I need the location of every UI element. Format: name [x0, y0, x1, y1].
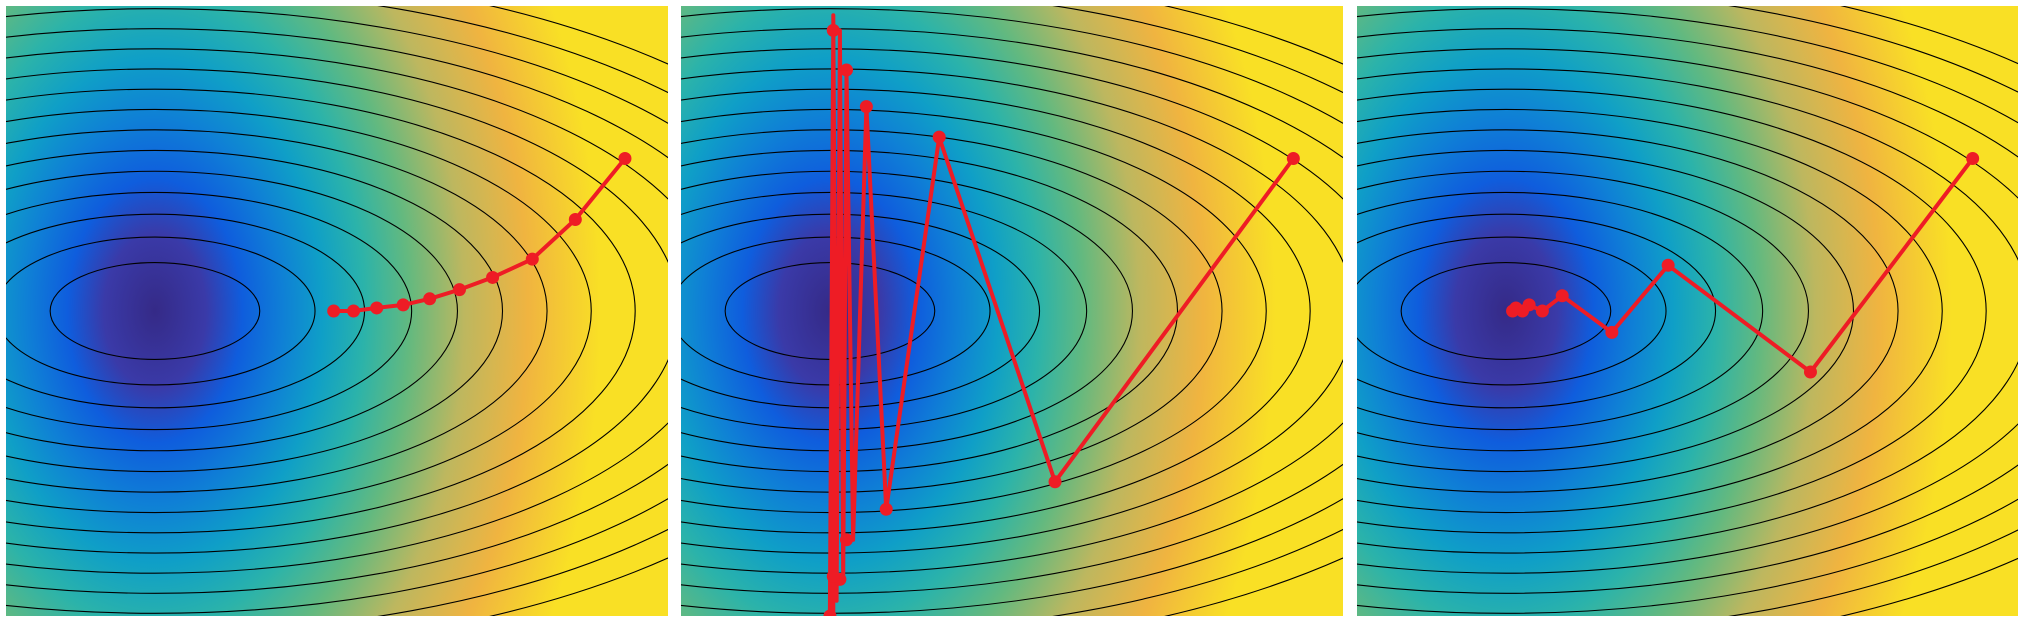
path-point-1-2 [932, 130, 946, 144]
path-point-1-5 [840, 533, 853, 547]
optimizer-path-0 [331, 156, 627, 313]
path-point-1-9 [823, 609, 837, 616]
heatmap-background-2 [1357, 6, 2018, 616]
path-point-1-10 [826, 569, 840, 583]
path-point-1-8 [826, 23, 840, 37]
contour-line-0-11 [6, 28, 668, 594]
contour-line-2-5 [1357, 149, 1854, 473]
path-point-2-0 [1966, 152, 1980, 165]
path-point-2-9 [1506, 304, 1520, 318]
path-point-0-4 [452, 283, 466, 297]
heatmap-background-1 [681, 6, 1343, 616]
contour-plot-1 [681, 6, 1343, 616]
contour-line-0-8 [6, 88, 636, 534]
contour-line-0-7 [6, 108, 592, 514]
contour-lines-2 [1357, 6, 2018, 616]
contour-line-2-6 [1357, 129, 1899, 493]
contour-line-2-9 [1357, 68, 2018, 554]
contour-line-2-1 [1357, 236, 1667, 386]
contour-line-0-6 [6, 129, 548, 493]
path-point-0-2 [525, 252, 539, 266]
plot-svg-2 [1357, 6, 2018, 616]
path-point-0-8 [347, 304, 361, 318]
path-point-2-2 [1661, 258, 1675, 272]
contour-line-0-1 [6, 236, 316, 386]
contour-line-2-3 [1357, 191, 1764, 431]
path-point-2-3 [1605, 325, 1619, 339]
contour-line-2-0 [1400, 262, 1612, 360]
contour-line-2-10 [1357, 48, 2018, 574]
contour-line-0-3 [6, 191, 413, 431]
contour-line-0-9 [6, 68, 668, 554]
contour-lines-0 [6, 6, 668, 616]
contour-plot-2 [1357, 6, 2018, 616]
path-point-0-5 [423, 292, 437, 306]
path-point-2-1 [1803, 365, 1817, 379]
contour-line-0-12 [6, 8, 668, 614]
plot-svg-1 [681, 6, 1343, 616]
path-point-1-4 [859, 100, 873, 114]
contour-line-0-10 [6, 48, 668, 574]
path-point-0-0 [618, 152, 632, 165]
contour-plot-0 [6, 6, 668, 616]
path-point-0-9 [327, 304, 341, 318]
contour-line-2-11 [1357, 28, 2018, 594]
path-point-1-6 [840, 63, 853, 77]
contour-line-0-4 [6, 170, 458, 452]
path-point-2-5 [1535, 304, 1549, 318]
path-point-1-1 [1048, 475, 1062, 489]
path-point-0-1 [568, 213, 582, 226]
path-point-1-0 [1286, 152, 1300, 165]
contour-line-0-0 [49, 262, 261, 360]
contour-line-2-2 [1357, 213, 1717, 409]
path-point-1-3 [879, 502, 893, 516]
contour-line-0-5 [6, 149, 503, 473]
contour-line-2-7 [1357, 108, 1943, 514]
path-point-2-4 [1555, 289, 1569, 303]
path-point-0-6 [396, 298, 410, 312]
plot-svg-0 [6, 6, 668, 616]
contour-line-2-4 [1357, 170, 1809, 452]
contour-line-2-8 [1357, 88, 1987, 534]
path-point-0-3 [486, 270, 500, 284]
contour-line-2-12 [1357, 8, 2018, 614]
path-point-0-7 [370, 301, 384, 315]
